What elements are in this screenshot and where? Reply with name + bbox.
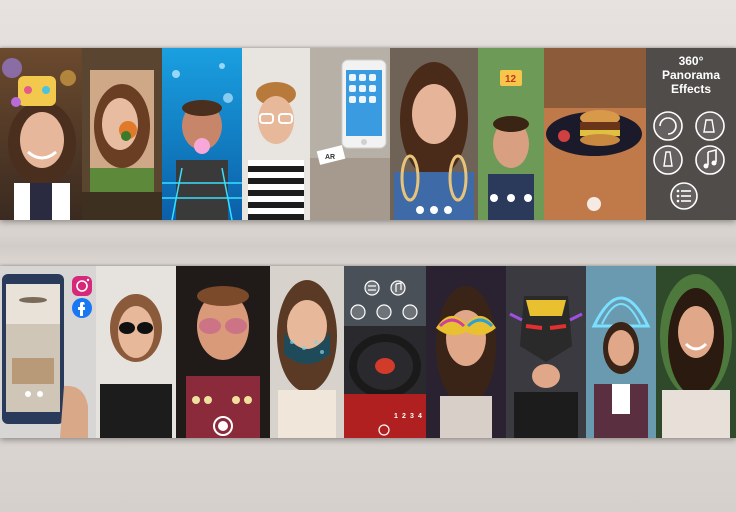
rotate-icon[interactable]	[350, 304, 366, 320]
top-photo-strip: AR 12	[0, 48, 736, 220]
music-note-icon	[707, 148, 717, 165]
panel-woman-sunglasses	[96, 266, 176, 438]
iphone-card-text: AR	[325, 154, 335, 161]
panel-boy-game-filter: 12	[478, 48, 544, 220]
iphone-ar-photo: AR	[310, 48, 390, 220]
panel-boy-bubble	[162, 48, 242, 220]
capture-button[interactable]	[213, 416, 233, 436]
instagram-icon	[72, 276, 92, 296]
menu-list-button[interactable]	[670, 182, 698, 210]
woman-green-aura-photo	[656, 266, 736, 438]
burger-plate-photo	[544, 48, 646, 220]
girl-earrings-photo	[390, 48, 478, 220]
panorama-title-line3: Effects	[671, 82, 711, 96]
music-note-icon[interactable]	[390, 280, 406, 296]
panel-girl-crown-filter	[0, 48, 82, 220]
boy-game-filter-photo: 12	[478, 48, 544, 220]
panel-car-interior: 1 2 3 4	[344, 266, 426, 438]
panorama-title-line1: 360°	[679, 54, 704, 68]
man-pink-glasses-photo	[176, 266, 270, 438]
hand-tap-icon[interactable]	[402, 304, 418, 320]
score-badge-text: 12	[505, 74, 517, 85]
panel-woman-face-mask	[270, 266, 344, 438]
number-1[interactable]: 1	[394, 413, 398, 420]
swipe-effect-button[interactable]	[695, 111, 725, 141]
facebook-icon	[72, 298, 92, 318]
panel-girl-kokoshnik	[586, 266, 656, 438]
panel-boy-glasses	[242, 48, 310, 220]
panel-girl-earrings	[390, 48, 478, 220]
panel-burger-plate	[544, 48, 646, 220]
woman-face-mask-photo	[270, 266, 344, 438]
boy-helmet-mask-photo	[506, 266, 586, 438]
car-interior-photo: 1 2 3 4	[344, 266, 426, 438]
woman-carnival-mask-photo	[426, 266, 506, 438]
rotate-icon	[659, 117, 677, 135]
number-2[interactable]: 2	[402, 413, 406, 420]
music-effect-button[interactable]	[695, 145, 725, 175]
boy-bubble-photo	[162, 48, 242, 220]
girl-kokoshnik-photo	[586, 266, 656, 438]
bottom-photo-strip: 1 2 3 4	[0, 266, 736, 438]
panel-phone-room-ar	[0, 266, 96, 438]
panel-woman-green-aura	[656, 266, 736, 438]
hand-tap-icon	[663, 151, 673, 167]
panorama-effects-photo: 360° Panorama Effects	[646, 48, 736, 220]
number-selector[interactable]: 1 2 3 4	[394, 413, 422, 420]
phone-room-ar-photo	[0, 266, 96, 438]
number-4[interactable]: 4	[418, 413, 422, 420]
panel-man-pink-glasses	[176, 266, 270, 438]
panel-boy-helmet-mask	[506, 266, 586, 438]
panorama-title-line2: Panorama	[662, 68, 720, 82]
number-3[interactable]: 3	[410, 413, 414, 420]
score-badge	[500, 70, 522, 86]
menu-list-icon[interactable]	[364, 280, 380, 296]
list-icon	[676, 189, 691, 203]
rotate-effect-button[interactable]	[653, 111, 683, 141]
hand-swipe-icon	[703, 119, 715, 133]
panel-woman-carnival-mask	[426, 266, 506, 438]
panel-woman-flowers	[82, 48, 162, 220]
hand-swipe-icon[interactable]	[376, 304, 392, 320]
tap-effect-button[interactable]	[653, 145, 683, 175]
boy-glasses-photo	[242, 48, 310, 220]
woman-sunglasses-photo	[96, 266, 176, 438]
woman-flowers-photo	[82, 48, 162, 220]
panel-iphone-ar: AR	[310, 48, 390, 220]
girl-crown-filter-photo	[0, 48, 82, 220]
panel-panorama-effects: 360° Panorama Effects	[646, 48, 736, 220]
